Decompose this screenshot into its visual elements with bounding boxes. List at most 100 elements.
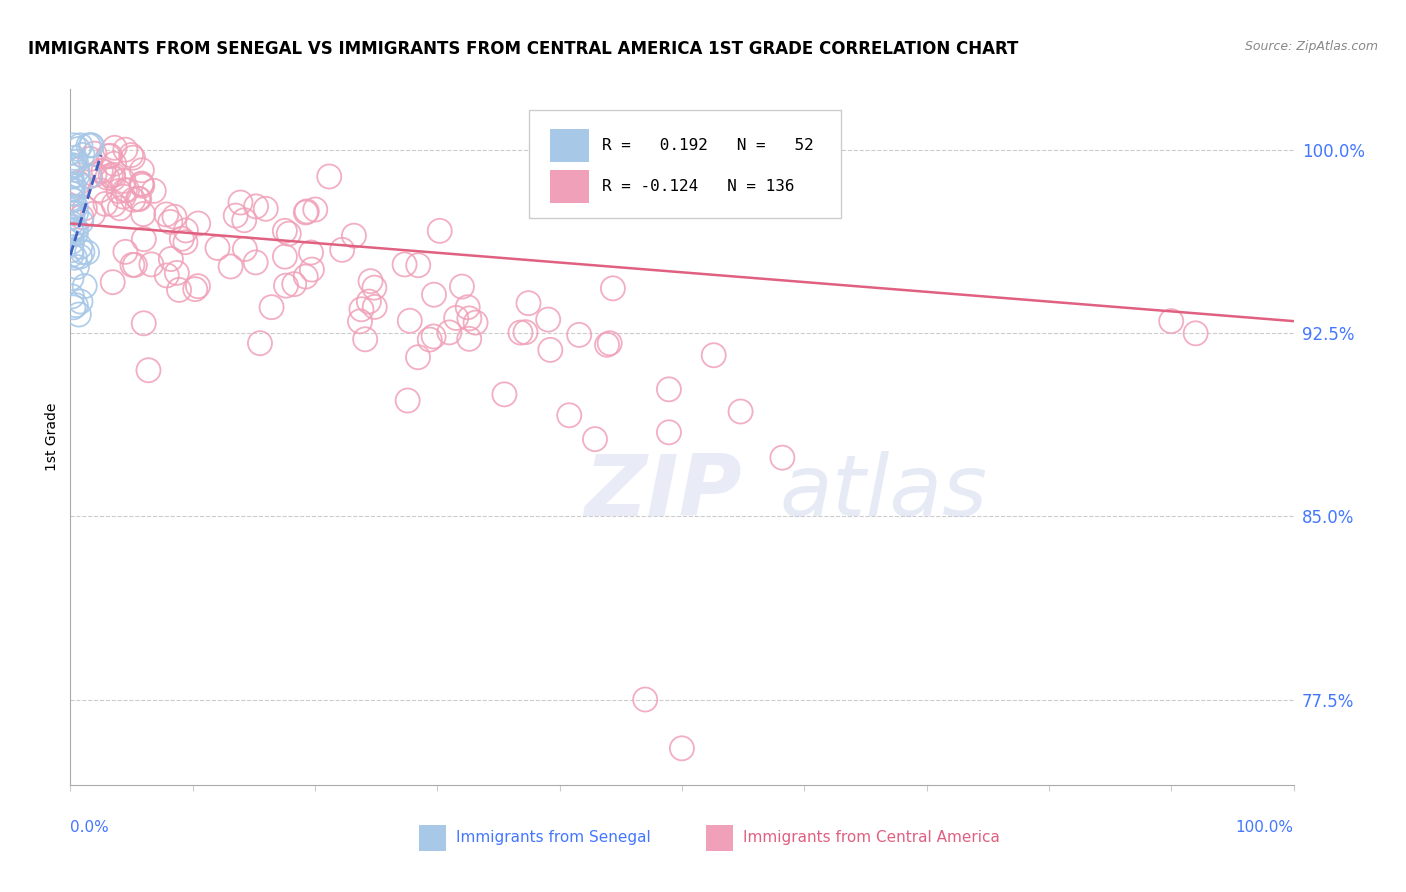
Point (142, 184, 165, 198)
Point (537, 312, 560, 326)
Point (60, 206, 83, 220)
Point (65, 200, 87, 214)
Point (60, 203, 83, 218)
Point (98, 149, 121, 163)
Point (538, 343, 561, 357)
Point (62, 178, 84, 193)
Point (65, 154, 87, 169)
Point (115, 183, 138, 197)
Point (69, 250, 91, 264)
Point (63, 251, 86, 265)
Point (103, 171, 125, 186)
Point (294, 269, 316, 284)
Point (121, 258, 143, 272)
Point (131, 178, 153, 193)
FancyBboxPatch shape (550, 169, 589, 203)
Point (100, 169, 122, 183)
FancyBboxPatch shape (550, 128, 589, 162)
Point (69, 178, 91, 192)
Point (464, 316, 486, 330)
FancyBboxPatch shape (419, 824, 446, 851)
Point (1184, 326, 1206, 341)
Point (406, 258, 429, 272)
Point (398, 314, 420, 328)
Point (141, 257, 163, 271)
Point (60, 223, 83, 237)
Point (132, 232, 155, 246)
Point (114, 244, 136, 259)
Point (67, 176, 90, 190)
Point (174, 223, 197, 237)
Point (406, 350, 429, 364)
Point (245, 199, 267, 213)
FancyBboxPatch shape (706, 824, 734, 851)
Point (77, 169, 100, 184)
Point (184, 282, 207, 296)
Point (94, 197, 117, 211)
Point (63, 220, 86, 235)
Y-axis label: 1st Grade: 1st Grade (45, 403, 59, 471)
Point (60, 216, 83, 230)
Point (260, 300, 283, 314)
Point (360, 274, 382, 288)
Point (350, 302, 373, 317)
Point (515, 325, 537, 339)
Point (354, 332, 377, 346)
Point (62, 159, 84, 173)
Point (60, 248, 83, 262)
Point (127, 192, 149, 206)
Point (422, 329, 444, 343)
Point (96, 170, 118, 185)
Point (357, 294, 380, 309)
Point (60, 289, 83, 303)
Point (274, 224, 297, 238)
Point (770, 450, 793, 465)
Point (596, 337, 619, 351)
Point (283, 277, 305, 292)
Point (159, 215, 181, 229)
Point (124, 258, 146, 272)
Point (101, 275, 124, 289)
Text: Source: ZipAtlas.com: Source: ZipAtlas.com (1244, 40, 1378, 54)
Point (245, 255, 267, 269)
Point (60, 161, 83, 175)
Point (107, 184, 129, 198)
Point (304, 202, 326, 217)
Point (166, 266, 188, 280)
Point (89, 183, 111, 197)
Point (69, 294, 91, 309)
Point (156, 268, 179, 283)
Point (60, 235, 83, 249)
Point (517, 296, 540, 310)
Point (73, 202, 96, 216)
Point (101, 168, 124, 182)
Point (207, 241, 229, 255)
Text: ZIP: ZIP (583, 451, 742, 534)
Point (295, 204, 318, 219)
Point (79, 169, 101, 184)
Point (67, 142, 90, 156)
Point (120, 148, 142, 162)
Point (396, 393, 419, 408)
Point (671, 741, 693, 756)
Point (429, 224, 451, 238)
Point (60, 177, 83, 191)
Point (249, 336, 271, 351)
Point (363, 280, 385, 294)
Point (83, 146, 105, 161)
Point (114, 143, 136, 157)
Point (394, 257, 416, 271)
Text: atlas: atlas (780, 451, 988, 534)
Point (599, 336, 621, 351)
Point (458, 311, 481, 326)
Point (66, 260, 89, 274)
Point (364, 300, 387, 314)
Point (703, 348, 725, 362)
Text: Immigrants from Central America: Immigrants from Central America (744, 830, 1000, 846)
Point (458, 332, 481, 346)
Text: IMMIGRANTS FROM SENEGAL VS IMMIGRANTS FROM CENTRAL AMERICA 1ST GRADE CORRELATION: IMMIGRANTS FROM SENEGAL VS IMMIGRANTS FR… (28, 40, 1018, 58)
Point (60, 243, 83, 257)
Point (170, 232, 193, 246)
Point (65, 222, 87, 236)
Point (163, 210, 186, 224)
